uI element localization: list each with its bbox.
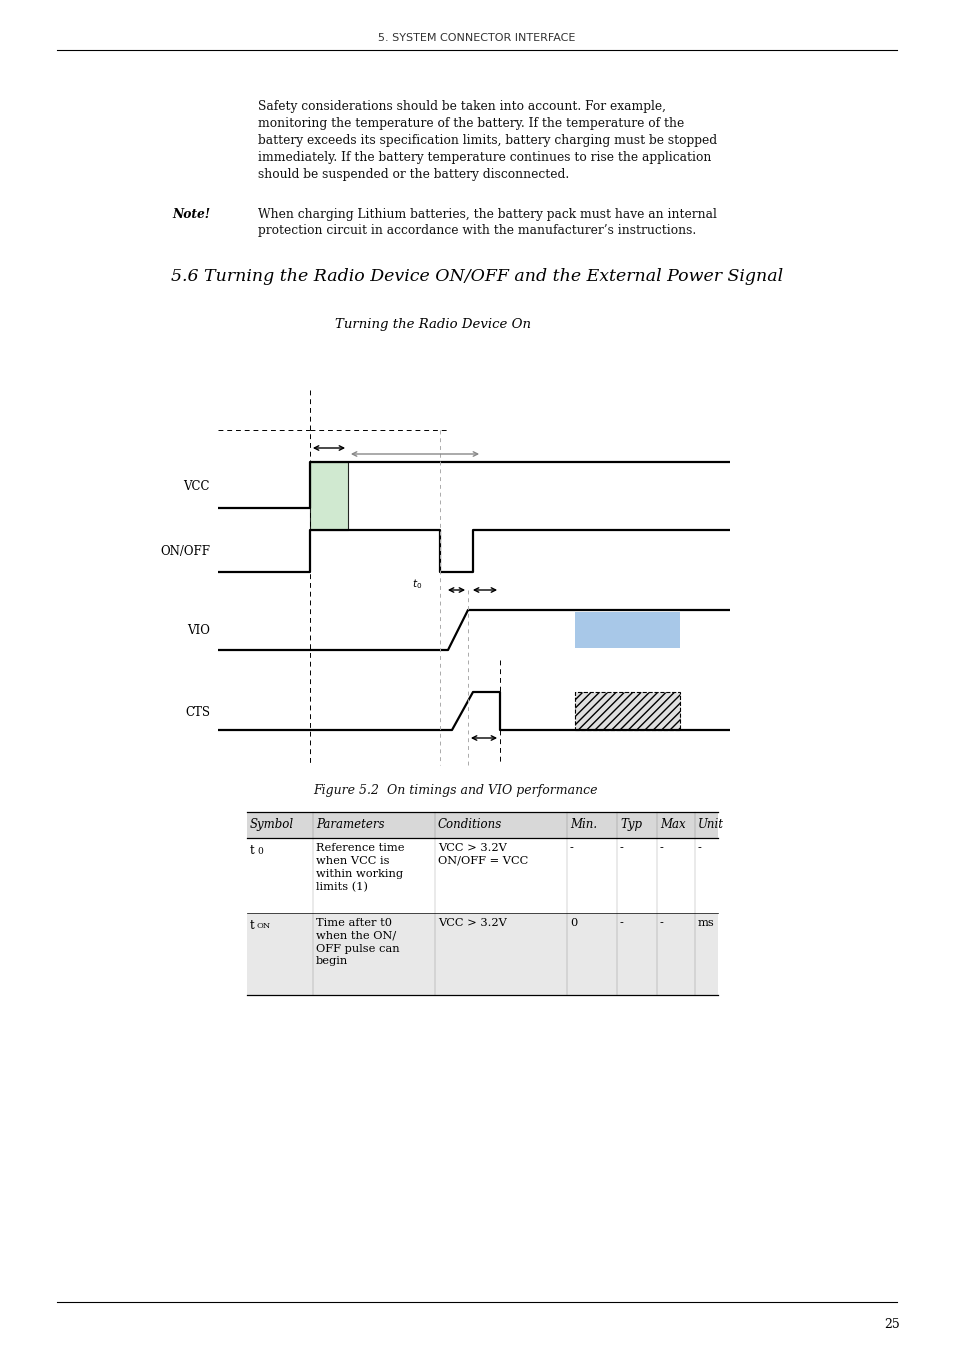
Text: 25: 25 xyxy=(883,1319,899,1331)
Text: immediately. If the battery temperature continues to rise the application: immediately. If the battery temperature … xyxy=(257,151,711,163)
Text: ms: ms xyxy=(698,917,714,928)
Text: Time after t0
when the ON/
OFF pulse can
begin: Time after t0 when the ON/ OFF pulse can… xyxy=(315,917,399,966)
Text: When charging Lithium batteries, the battery pack must have an internal: When charging Lithium batteries, the bat… xyxy=(257,208,716,222)
Text: should be suspended or the battery disconnected.: should be suspended or the battery disco… xyxy=(257,168,569,181)
Text: VIO: VIO xyxy=(187,624,210,636)
Text: protection circuit in accordance with the manufacturer’s instructions.: protection circuit in accordance with th… xyxy=(257,224,696,236)
Text: Unit: Unit xyxy=(698,817,723,831)
Text: Figure 5.2  On timings and VIO performance: Figure 5.2 On timings and VIO performanc… xyxy=(313,784,597,797)
Text: Parameters: Parameters xyxy=(315,817,384,831)
Bar xyxy=(310,462,348,530)
Bar xyxy=(575,612,679,648)
Text: -: - xyxy=(619,917,623,928)
Text: VCC > 3.2V
ON/OFF = VCC: VCC > 3.2V ON/OFF = VCC xyxy=(437,843,528,866)
Text: Max: Max xyxy=(659,817,685,831)
Text: ON: ON xyxy=(256,921,271,929)
Text: VCC: VCC xyxy=(183,480,210,493)
Bar xyxy=(575,692,679,730)
Text: Reference time
when VCC is
within working
limits (1): Reference time when VCC is within workin… xyxy=(315,843,404,892)
Text: Min.: Min. xyxy=(569,817,597,831)
Bar xyxy=(247,812,718,838)
Text: Conditions: Conditions xyxy=(437,817,501,831)
Text: 0: 0 xyxy=(256,847,262,857)
Text: battery exceeds its specification limits, battery charging must be stopped: battery exceeds its specification limits… xyxy=(257,134,717,147)
Text: t: t xyxy=(250,844,254,857)
Bar xyxy=(247,838,718,913)
Text: Turning the Radio Device On: Turning the Radio Device On xyxy=(335,317,531,331)
Text: -: - xyxy=(698,843,701,852)
Text: VCC > 3.2V: VCC > 3.2V xyxy=(437,917,506,928)
Text: -: - xyxy=(619,843,623,852)
Text: Note!: Note! xyxy=(172,208,210,222)
Text: Symbol: Symbol xyxy=(250,817,294,831)
Text: t: t xyxy=(250,919,254,932)
Text: -: - xyxy=(659,917,663,928)
Text: CTS: CTS xyxy=(185,705,210,719)
Text: monitoring the temperature of the battery. If the temperature of the: monitoring the temperature of the batter… xyxy=(257,118,683,130)
Bar xyxy=(247,913,718,994)
Text: Safety considerations should be taken into account. For example,: Safety considerations should be taken in… xyxy=(257,100,665,113)
Text: ON/OFF: ON/OFF xyxy=(160,546,210,558)
Text: Typ: Typ xyxy=(619,817,641,831)
Text: 5. SYSTEM CONNECTOR INTERFACE: 5. SYSTEM CONNECTOR INTERFACE xyxy=(378,32,575,43)
Text: -: - xyxy=(569,843,574,852)
Text: 0: 0 xyxy=(569,917,577,928)
Text: -: - xyxy=(659,843,663,852)
Text: $t_0$: $t_0$ xyxy=(412,577,421,590)
Text: 5.6 Turning the Radio Device ON/OFF and the External Power Signal: 5.6 Turning the Radio Device ON/OFF and … xyxy=(171,267,782,285)
